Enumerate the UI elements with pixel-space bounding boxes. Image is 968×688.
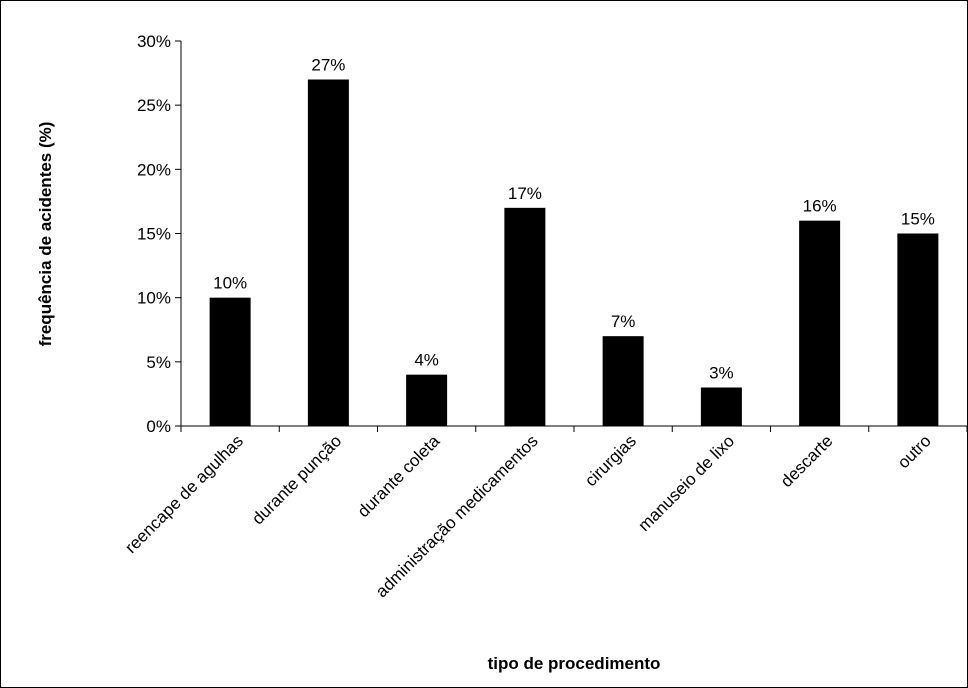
x-tick-label: administração medicamentos: [372, 431, 542, 601]
bars: [209, 79, 939, 426]
bar-value-label: 15%: [901, 210, 935, 229]
bar: [307, 79, 349, 426]
x-axis-title: tipo de procedimento: [488, 654, 661, 673]
x-tick-label: durante coleta: [354, 431, 444, 521]
bar: [799, 220, 841, 426]
y-tick-label: 5%: [146, 353, 171, 372]
y-axis-title: frequência de acidentes (%): [36, 122, 55, 347]
bar-value-label: 4%: [414, 351, 439, 370]
bar: [700, 387, 742, 426]
bar: [602, 336, 644, 426]
x-tick-label: reencape de agulhas: [121, 431, 247, 557]
x-tick-label: manuseio de lixo: [635, 431, 739, 535]
bar: [209, 297, 251, 426]
y-tick-label: 30%: [137, 32, 171, 51]
bar-value-label: 7%: [611, 312, 636, 331]
y-tick-label: 10%: [137, 289, 171, 308]
y-tick-label: 0%: [146, 417, 171, 436]
y-tick-label: 25%: [137, 96, 171, 115]
y-axis: 0% 5% 10% 15% 20% 25% 30%: [137, 32, 182, 436]
bar-value-label: 10%: [213, 274, 247, 293]
x-tick-label: descarte: [777, 431, 837, 491]
bar-value-label: 3%: [709, 364, 734, 383]
bar: [897, 233, 939, 426]
bar: [504, 207, 546, 426]
bar: [406, 374, 448, 426]
value-labels: 10% 27% 4% 17% 7% 3% 16% 15%: [213, 56, 935, 383]
bar-value-label: 17%: [508, 184, 542, 203]
x-tick-label: outro: [894, 431, 935, 472]
x-axis: [180, 425, 967, 432]
y-tick-label: 20%: [137, 160, 171, 179]
y-tick-label: 15%: [137, 225, 171, 244]
bar-value-label: 27%: [311, 56, 345, 75]
x-tick-label: durante punção: [248, 431, 345, 528]
x-tick-labels: reencape de agulhas durante punção durante…: [121, 431, 934, 601]
bar-value-label: 16%: [803, 197, 837, 216]
x-tick-label: cirurgias: [581, 431, 640, 490]
